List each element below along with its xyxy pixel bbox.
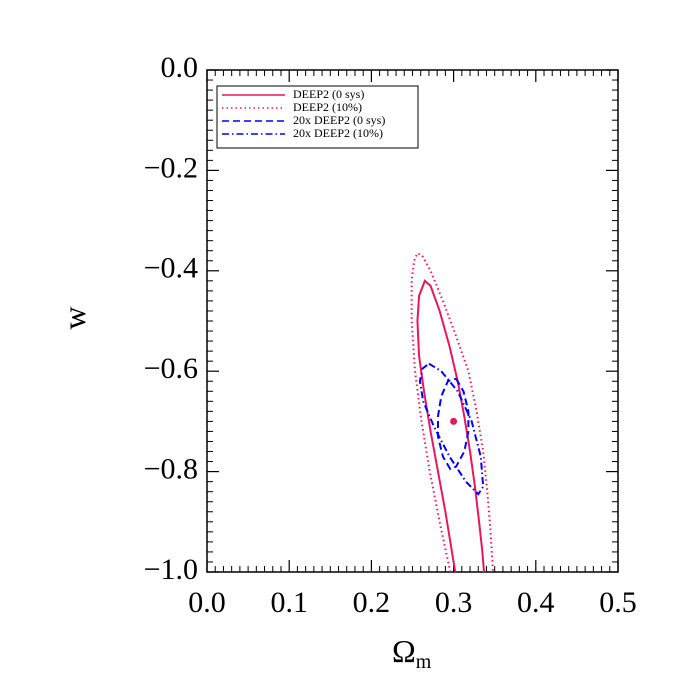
x-tick-label: 0.4 (517, 586, 555, 619)
x-tick-label: 0.1 (270, 586, 308, 619)
y-tick-label: −0.2 (144, 151, 198, 184)
x-tick-label: 0.0 (188, 586, 226, 619)
plot-frame (206, 69, 619, 573)
x-axis-label-sub: m (416, 651, 432, 673)
y-tick-label: −0.4 (144, 252, 198, 285)
legend-label: DEEP2 (0 sys) (293, 87, 364, 101)
legend-label: 20x DEEP2 (0 sys) (293, 113, 385, 127)
legend-box (216, 85, 419, 149)
contour-line (418, 362, 485, 496)
y-tick-label: 0.0 (161, 51, 199, 84)
contour-line (410, 251, 495, 573)
contour-line (416, 279, 486, 573)
best-fit-point (450, 417, 458, 425)
contour-line (436, 377, 470, 471)
legend-label: 20x DEEP2 (10%) (293, 126, 383, 140)
x-axis-label: Ωm (392, 633, 432, 673)
legend-label: DEEP2 (10%) (293, 100, 362, 114)
x-tick-label: 0.5 (599, 586, 637, 619)
x-tick-label: 0.2 (353, 586, 391, 619)
legend: DEEP2 (0 sys)DEEP2 (10%)20x DEEP2 (0 sys… (216, 85, 419, 149)
x-axis-label-main: Ω (392, 633, 416, 669)
y-tick-label: −0.8 (144, 452, 198, 485)
y-axis-label: w (56, 306, 92, 329)
x-tick-label: 0.3 (435, 586, 473, 619)
y-tick-label: −1.0 (144, 553, 198, 586)
y-tick-label: −0.6 (144, 352, 198, 385)
